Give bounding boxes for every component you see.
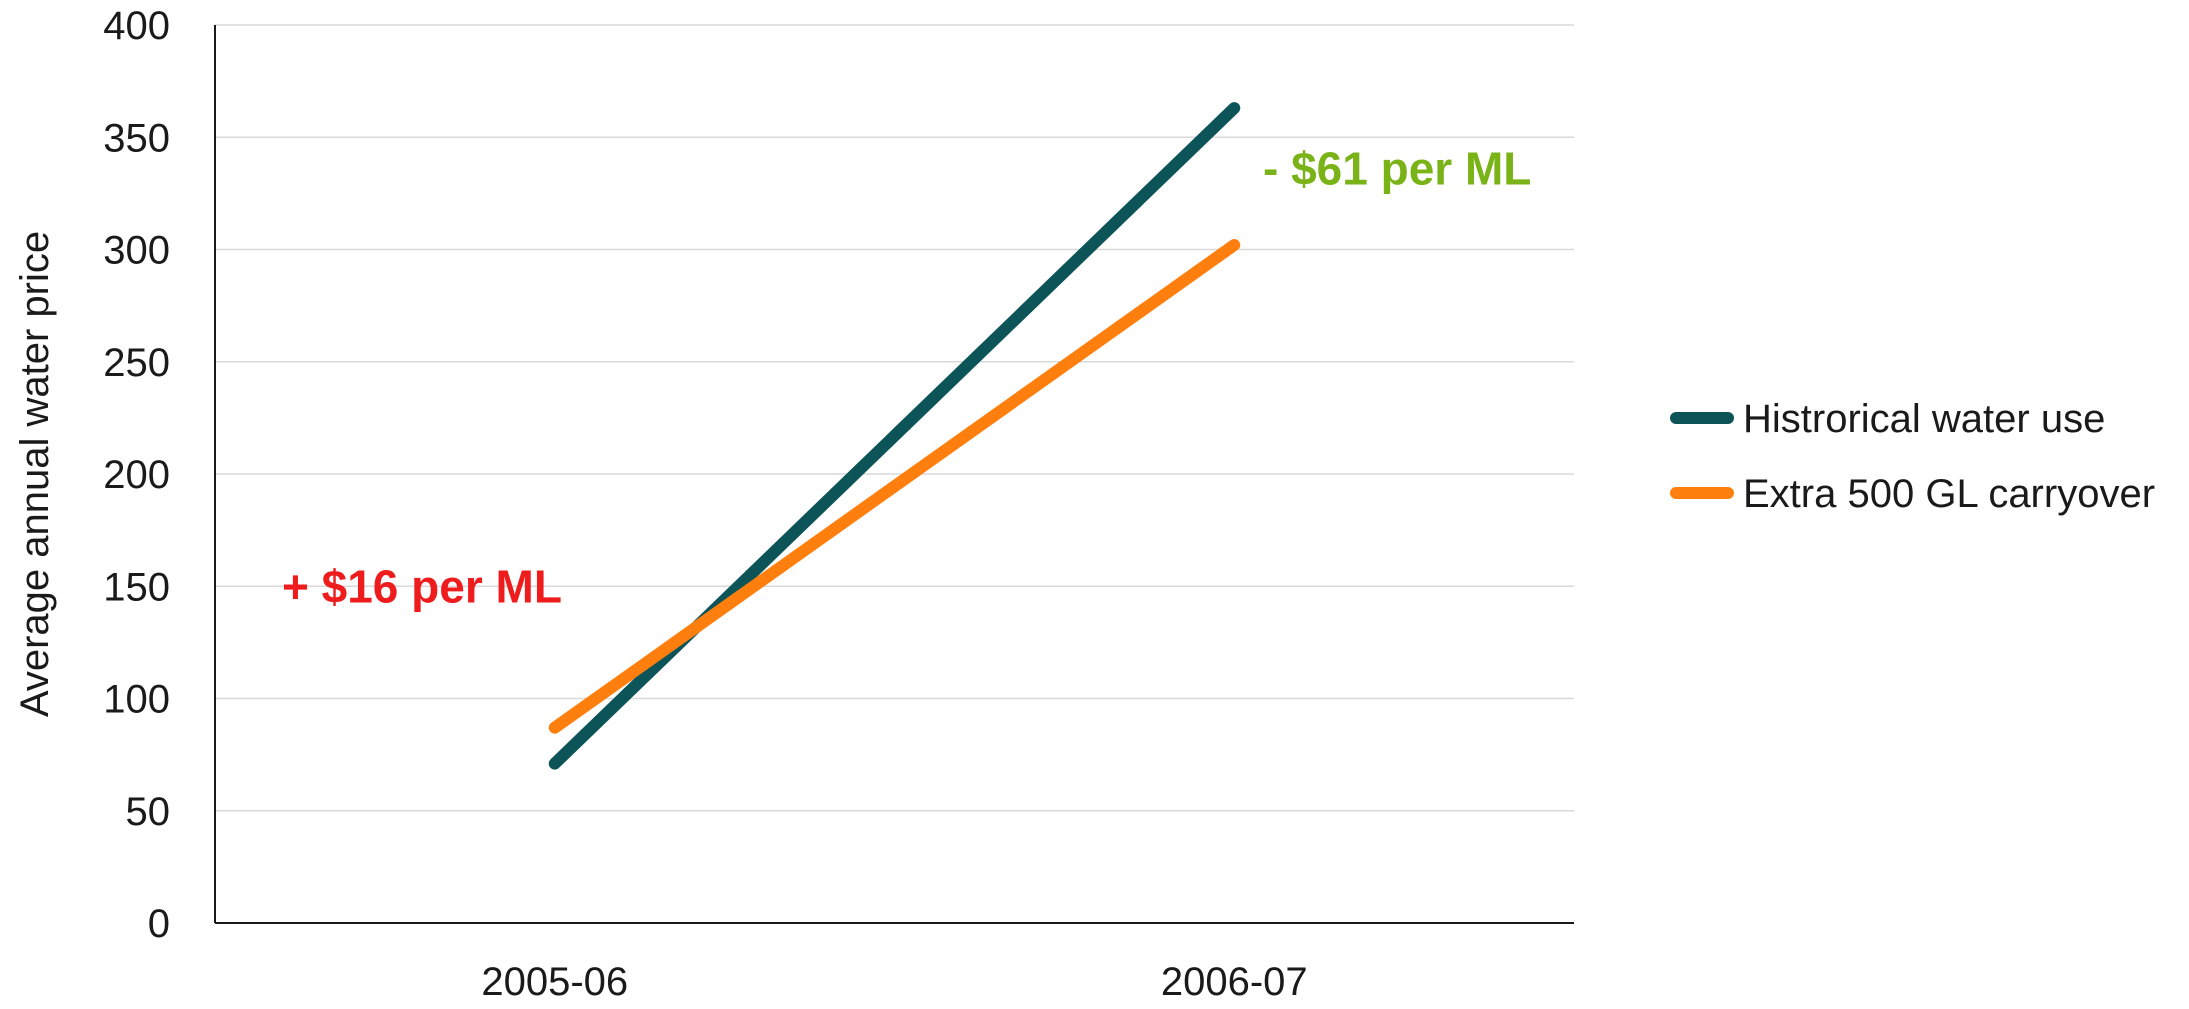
- y-tick-label: 300: [103, 229, 170, 273]
- annotation-label: - $61 per ML: [1263, 143, 1531, 195]
- y-tick-labels: 0 50 100 150 200 250 300 350 400: [103, 4, 170, 946]
- gridlines: [215, 24, 1574, 812]
- series-line-2: [548, 239, 1241, 734]
- y-tick-label: 250: [103, 341, 170, 385]
- y-tick-label: 350: [103, 116, 170, 160]
- y-tick-label: 150: [103, 565, 170, 609]
- legend-label: Extra 500 GL carryover: [1743, 472, 2155, 516]
- legend-label: Histrorical water use: [1743, 397, 2105, 441]
- x-tick-label: 2005-06: [481, 960, 628, 1004]
- legend: Histrorical water use Extra 500 GL carryo…: [1670, 397, 2155, 516]
- series-line-1: [548, 102, 1241, 770]
- y-tick-label: 200: [103, 453, 170, 497]
- y-axis-title: Average annual water price: [13, 231, 57, 717]
- x-tick-labels: 2005-06 2006-07: [481, 960, 1307, 1004]
- annotation-label: + $16 per ML: [282, 560, 562, 612]
- y-tick-label: 400: [103, 4, 170, 48]
- y-tick-label: 50: [126, 790, 171, 834]
- axes: [214, 25, 1574, 924]
- x-tick-label: 2006-07: [1161, 960, 1308, 1004]
- annotations: + $16 per ML - $61 per ML: [282, 143, 1531, 613]
- y-tick-label: 0: [148, 902, 170, 946]
- series-lines: [548, 102, 1241, 770]
- y-tick-label: 100: [103, 678, 170, 722]
